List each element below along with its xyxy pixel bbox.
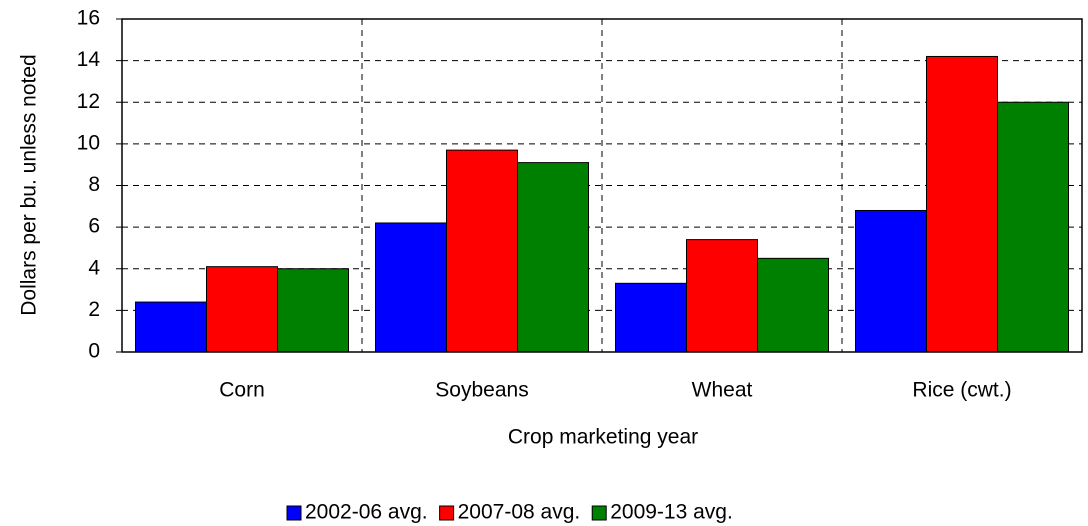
x-tick-label: Rice (cwt.) <box>912 379 1011 402</box>
legend-label: 2002-06 avg. <box>305 501 428 524</box>
x-axis-title: Crop marketing year <box>508 426 698 449</box>
bar <box>757 257 829 353</box>
bar <box>615 282 687 353</box>
y-tick-label: 14 <box>77 48 101 71</box>
bar <box>517 162 589 353</box>
y-tick-label: 16 <box>77 7 100 30</box>
x-tick-label: Wheat <box>692 379 753 402</box>
y-tick-label: 12 <box>77 90 100 113</box>
legend-swatch <box>439 505 455 521</box>
bar <box>446 149 518 353</box>
bar <box>997 101 1069 353</box>
plot-frame <box>121 18 1083 353</box>
bar <box>375 222 447 353</box>
bar <box>135 301 207 353</box>
legend-label: 2009-13 avg. <box>610 501 733 524</box>
y-tick-label: 2 <box>88 298 100 321</box>
legend-swatch <box>591 505 607 521</box>
bar <box>686 239 758 353</box>
legend-label: 2007-08 avg. <box>458 501 581 524</box>
y-tick-label: 8 <box>88 173 100 196</box>
bar <box>206 266 278 353</box>
y-axis-title: Dollars per bu. unless noted <box>18 54 41 316</box>
bar <box>855 209 927 353</box>
legend-swatch <box>286 505 302 521</box>
bar <box>277 268 349 353</box>
y-tick-label: 0 <box>88 340 100 363</box>
y-tick-label: 6 <box>88 215 100 238</box>
y-tick-label: 10 <box>77 131 100 154</box>
y-tick-label: 4 <box>88 256 100 279</box>
x-tick-label: Soybeans <box>435 379 528 402</box>
bar <box>926 55 998 353</box>
x-tick-label: Corn <box>219 379 265 402</box>
